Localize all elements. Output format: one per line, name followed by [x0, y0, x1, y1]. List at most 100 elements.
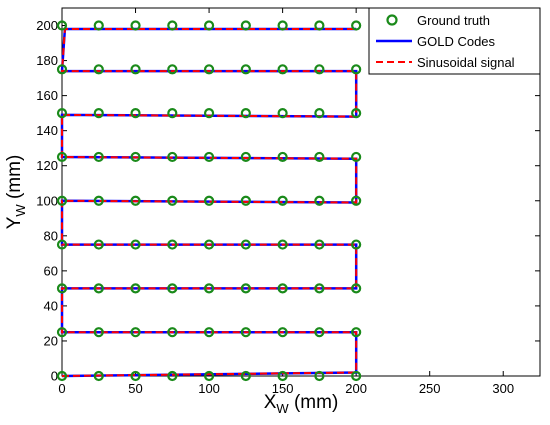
y-tick-label: 120 [36, 158, 58, 173]
ground-truth-point [203, 283, 215, 294]
legend: Ground truth GOLD Codes Sinusoidal signal [368, 7, 541, 75]
x-tick-label: 300 [492, 381, 514, 396]
ground-truth-point [130, 20, 141, 31]
ground-truth-point [314, 327, 325, 338]
y-tick-label: 80 [44, 228, 58, 243]
ground-truth-point [167, 108, 178, 119]
ground-truth-point [93, 20, 104, 31]
ground-truth-point [277, 327, 288, 338]
ground-truth-point [93, 64, 104, 75]
y-ticks: 0 20 40 60 80 100 120 140 160 180 200 [36, 18, 540, 384]
ground-truth-point [130, 370, 141, 382]
ground-truth-point [277, 239, 288, 250]
ground-truth-point [240, 239, 251, 250]
x-tick-label: 200 [345, 381, 367, 396]
ground-truth-point [351, 239, 362, 250]
ground-truth-point [56, 239, 68, 250]
ground-truth-point [167, 327, 178, 338]
ground-truth-point [240, 151, 251, 163]
ground-truth-point [314, 64, 325, 75]
y-tick-label: 0 [51, 369, 58, 384]
y-tick-label: 200 [36, 18, 58, 33]
ground-truth-point [56, 195, 68, 206]
ground-truth-point [203, 327, 215, 338]
ground-truth-point [56, 370, 68, 382]
ground-truth-point [314, 283, 325, 294]
y-tick-label: 20 [44, 333, 58, 348]
ground-truth-point [130, 283, 141, 294]
ground-truth-point [314, 20, 325, 31]
ground-truth-point [277, 195, 288, 206]
ground-truth-point [56, 283, 68, 294]
ground-truth-point [314, 108, 325, 119]
legend-marker-ground-truth [386, 14, 398, 26]
series-line-sinusoidal-signal [60, 28, 358, 377]
ground-truth-point [314, 370, 325, 382]
ground-truth-point [167, 239, 178, 250]
ground-truth-point [240, 195, 251, 206]
ground-truth-point [130, 108, 141, 119]
ground-truth-markers [56, 20, 362, 382]
ground-truth-point [203, 151, 215, 163]
ground-truth-point [203, 370, 215, 382]
ground-truth-point [240, 64, 251, 75]
ground-truth-point [56, 64, 68, 75]
ground-truth-point [203, 239, 215, 250]
ground-truth-point [130, 239, 141, 250]
ground-truth-point [351, 327, 362, 338]
ground-truth-point [203, 195, 215, 206]
ground-truth-point [351, 370, 362, 382]
ground-truth-point [167, 283, 178, 294]
ground-truth-point [277, 108, 288, 119]
ground-truth-point [56, 108, 68, 119]
ground-truth-point [203, 64, 215, 75]
ground-truth-point [240, 283, 251, 294]
ground-truth-point [351, 283, 362, 294]
ground-truth-point [130, 64, 141, 75]
x-tick-label: 250 [419, 381, 441, 396]
ground-truth-point [93, 151, 104, 163]
legend-label: GOLD Codes [417, 34, 496, 49]
ground-truth-point [203, 108, 215, 119]
ground-truth-point [351, 108, 362, 119]
ground-truth-point [167, 195, 178, 206]
ground-truth-point [93, 195, 104, 206]
x-tick-label: 50 [128, 381, 142, 396]
ground-truth-point [314, 239, 325, 250]
ground-truth-point [167, 20, 178, 31]
ground-truth-point [277, 151, 288, 163]
ground-truth-point [277, 283, 288, 294]
series-lines [60, 27, 358, 378]
y-tick-label: 160 [36, 88, 58, 103]
ground-truth-point [56, 20, 68, 31]
ground-truth-point [203, 20, 215, 31]
y-tick-label: 40 [44, 298, 58, 313]
ground-truth-point [351, 195, 362, 206]
ground-truth-point [56, 151, 68, 163]
ground-truth-point [167, 64, 178, 75]
ground-truth-point [130, 195, 141, 206]
y-tick-label: 60 [44, 263, 58, 278]
x-tick-label: 0 [58, 381, 65, 396]
y-axis-label: YW (mm) [4, 155, 28, 230]
ground-truth-point [314, 151, 325, 163]
ground-truth-point [167, 370, 178, 382]
ground-truth-point [56, 327, 68, 338]
legend-label: Sinusoidal signal [417, 55, 515, 70]
x-axis-label: XW (mm) [264, 392, 339, 416]
ground-truth-point [351, 151, 362, 163]
ground-truth-point [277, 64, 288, 75]
ground-truth-point [130, 327, 141, 338]
ground-truth-point [167, 151, 178, 163]
x-tick-label: 100 [198, 381, 220, 396]
ground-truth-point [351, 20, 362, 31]
ground-truth-point [240, 370, 251, 382]
ground-truth-point [314, 195, 325, 206]
y-tick-label: 100 [36, 193, 58, 208]
ground-truth-point [93, 108, 104, 119]
y-tick-label: 180 [36, 53, 58, 68]
ground-truth-point [93, 370, 104, 382]
ground-truth-point [351, 64, 362, 75]
x-tick-label: 150 [272, 381, 294, 396]
